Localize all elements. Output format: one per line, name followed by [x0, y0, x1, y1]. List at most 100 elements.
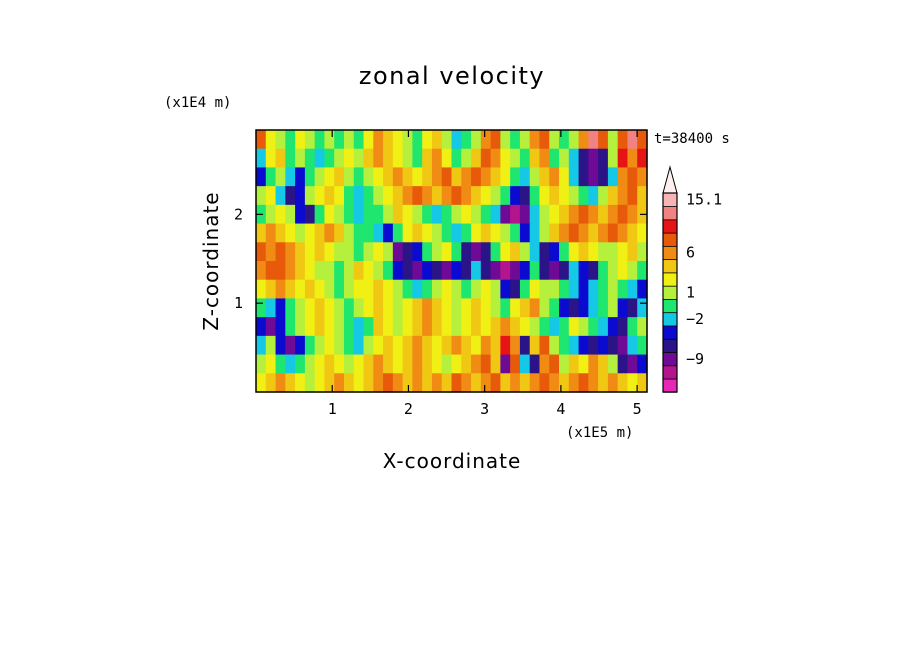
- x-tick-label: 1: [328, 400, 337, 418]
- field-cell: [617, 204, 629, 225]
- x-axis-title: X-coordinate: [383, 449, 522, 473]
- field-cell: [295, 167, 306, 187]
- field-cell: [441, 242, 453, 262]
- field-cell: [285, 279, 296, 300]
- field-cell: [304, 298, 316, 318]
- field-cell: [343, 130, 355, 150]
- field-cell: [441, 223, 453, 243]
- field-cell: [549, 130, 560, 150]
- field-cell: [422, 148, 433, 169]
- contour-field: [256, 130, 648, 393]
- field-cell: [559, 317, 570, 337]
- colorbar-segment: [662, 365, 678, 380]
- field-cell: [607, 373, 619, 393]
- field-cell: [529, 279, 541, 300]
- field-cell: [304, 148, 316, 169]
- field-cell: [373, 148, 384, 169]
- field-cell: [627, 242, 638, 262]
- field-cell: [568, 354, 580, 374]
- field-cell: [285, 204, 296, 225]
- field-cell: [392, 204, 404, 225]
- field-cell: [392, 167, 404, 187]
- field-cell: [431, 167, 443, 187]
- field-cell: [422, 242, 433, 262]
- field-cell: [324, 354, 335, 374]
- y-tick-label: 1: [234, 294, 243, 312]
- field-cell: [588, 148, 599, 169]
- field-cell: [451, 298, 462, 318]
- field-cell: [510, 204, 521, 225]
- field-cell: [461, 186, 472, 206]
- field-cell: [510, 261, 521, 281]
- field-cell: [343, 148, 355, 169]
- field-cell: [607, 261, 619, 281]
- field-cell: [539, 148, 550, 169]
- field-cell: [275, 373, 286, 393]
- field-cell: [461, 279, 472, 300]
- field-cell: [490, 148, 501, 169]
- field-cell: [363, 354, 374, 374]
- field-cell: [431, 317, 443, 337]
- field-cell: [343, 317, 355, 337]
- colorbar-segment: [662, 325, 678, 340]
- field-cell: [451, 317, 462, 337]
- field-cell: [295, 204, 306, 225]
- field-cell: [265, 242, 277, 262]
- field-cell: [637, 373, 648, 393]
- field-cell: [265, 279, 277, 300]
- field-cell: [383, 335, 394, 356]
- field-cell: [598, 223, 609, 243]
- field-cell: [539, 317, 550, 337]
- field-cell: [431, 279, 443, 300]
- field-cell: [373, 373, 384, 393]
- field-cell: [314, 186, 326, 206]
- field-cell: [275, 317, 286, 337]
- field-cell: [441, 317, 453, 337]
- chart-title: zonal velocity: [359, 62, 545, 90]
- field-cell: [471, 223, 482, 243]
- field-cell: [383, 298, 394, 318]
- field-cell: [275, 261, 286, 281]
- field-cell: [461, 335, 472, 356]
- field-cell: [607, 298, 619, 318]
- field-cell: [539, 167, 550, 187]
- field-cell: [402, 373, 414, 393]
- field-cell: [588, 298, 599, 318]
- field-cell: [383, 242, 394, 262]
- field-cell: [500, 317, 511, 337]
- field-cell: [529, 167, 541, 187]
- field-cell: [295, 130, 306, 150]
- field-cell: [461, 298, 472, 318]
- field-cell: [324, 335, 335, 356]
- field-cell: [441, 261, 453, 281]
- field-cell: [549, 373, 560, 393]
- field-cell: [529, 223, 541, 243]
- field-cell: [441, 373, 453, 393]
- field-cell: [529, 186, 541, 206]
- field-cell: [412, 223, 423, 243]
- field-cell: [539, 279, 550, 300]
- field-cell: [559, 298, 570, 318]
- field-cell: [265, 317, 277, 337]
- colorbar: 15.1 6 1 −2 −9: [662, 165, 722, 393]
- field-cell: [431, 130, 443, 150]
- field-cell: [559, 335, 570, 356]
- field-cell: [480, 223, 492, 243]
- field-cell: [265, 223, 277, 243]
- field-cell: [373, 354, 384, 374]
- field-cell: [324, 223, 335, 243]
- field-cell: [568, 373, 580, 393]
- field-cell: [412, 204, 423, 225]
- field-cell: [480, 317, 492, 337]
- field-cell: [637, 279, 648, 300]
- field-cell: [343, 167, 355, 187]
- colorbar-segment: [662, 338, 678, 353]
- field-cell: [314, 279, 326, 300]
- field-cell: [617, 279, 629, 300]
- field-cell: [549, 335, 560, 356]
- field-cell: [578, 354, 589, 374]
- time-label: t=38400 s: [654, 131, 730, 147]
- colorbar-segment: [662, 272, 678, 287]
- field-cell: [412, 298, 423, 318]
- field-cell: [519, 261, 531, 281]
